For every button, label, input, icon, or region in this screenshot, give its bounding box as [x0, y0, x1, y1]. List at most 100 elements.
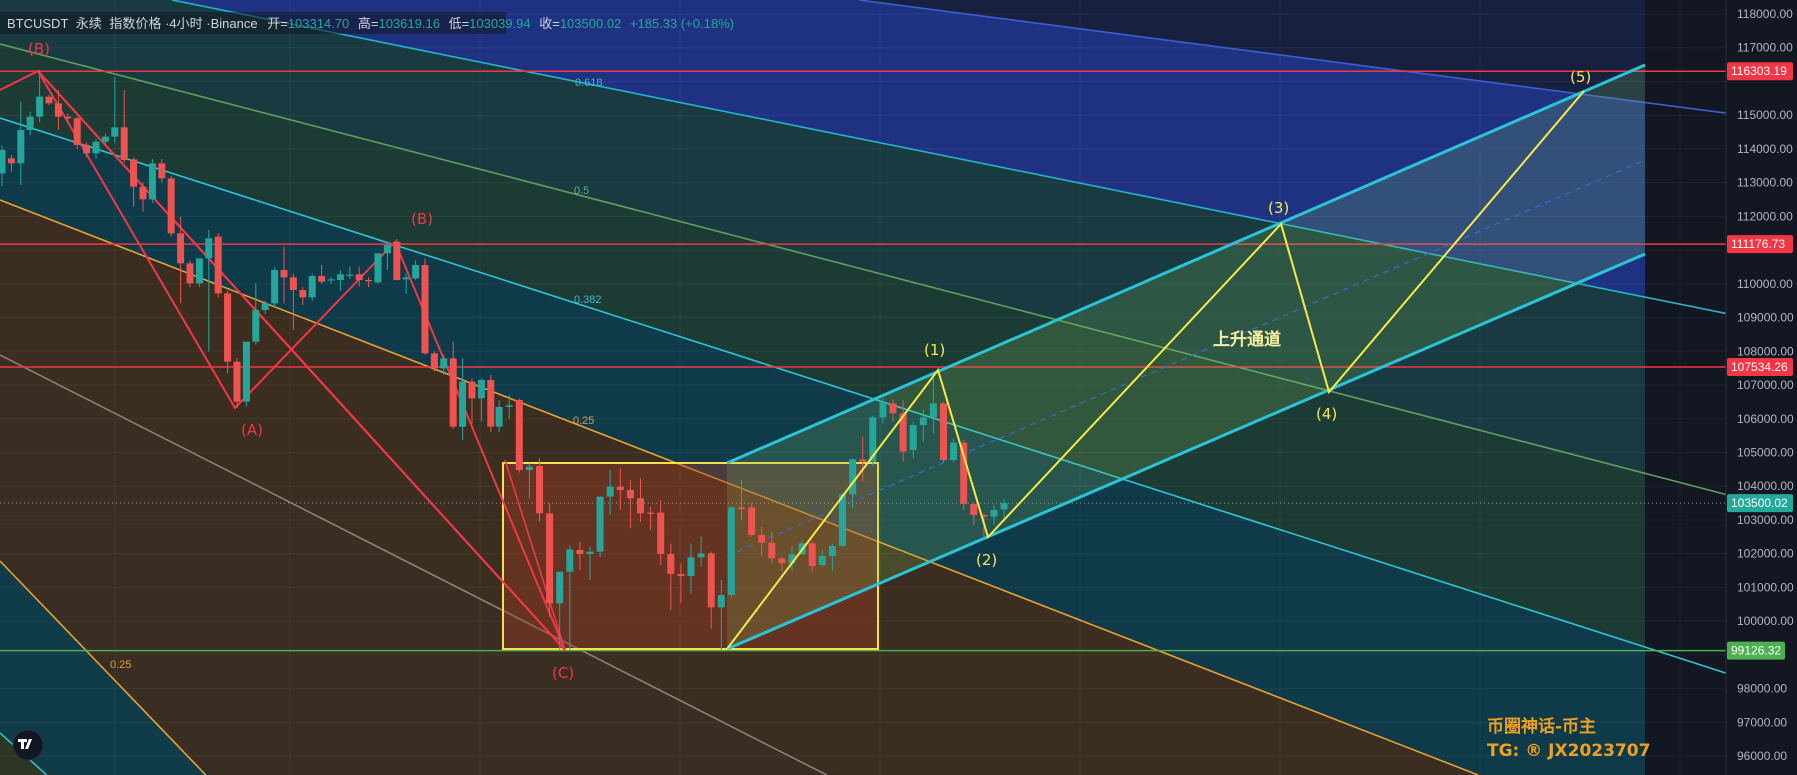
fib-channel-line — [171, 0, 1727, 315]
price-tick-label: 106000.00 — [1737, 412, 1794, 426]
candle — [487, 374, 495, 433]
candle-body — [768, 542, 776, 559]
wave-label-5: (5) — [1570, 68, 1591, 86]
open-label: 开= — [267, 16, 288, 31]
candle — [214, 233, 222, 298]
candle-body — [727, 507, 735, 595]
tradingview-logo[interactable] — [12, 729, 44, 761]
close-value: 103500.02 — [560, 16, 621, 31]
candle-body — [758, 534, 766, 543]
close-label: 收= — [539, 16, 560, 31]
price-tick-label: 110000.00 — [1737, 277, 1793, 291]
candle — [233, 358, 241, 408]
candle — [365, 277, 373, 288]
candle-body — [980, 514, 988, 517]
grid-lines — [0, 0, 1726, 775]
candles — [0, 69, 1008, 651]
candle — [393, 238, 401, 281]
candle — [828, 543, 836, 571]
fib-band — [0, 200, 1645, 775]
candle — [120, 89, 128, 163]
tv-logo-icon — [18, 739, 32, 749]
candle-body — [139, 186, 147, 200]
candle — [130, 157, 138, 207]
candle-body — [647, 512, 655, 514]
candle — [17, 101, 25, 186]
candle — [7, 154, 15, 172]
price-label-box — [1727, 235, 1793, 254]
channel-label: 上升通道 — [1213, 329, 1281, 350]
candle — [73, 116, 81, 149]
candle-body — [214, 236, 222, 294]
candle-body — [224, 293, 232, 362]
candle — [616, 468, 624, 510]
low-value: 103039.94 — [469, 16, 530, 31]
candle — [0, 145, 6, 187]
candle — [647, 506, 655, 531]
open-value: 103314.70 — [288, 16, 349, 31]
candle-body — [505, 405, 513, 407]
candle-body — [402, 277, 410, 280]
candle-body — [487, 380, 495, 427]
fib-channel-line — [0, 199, 1479, 775]
candle — [677, 563, 685, 604]
separator: · — [165, 16, 169, 31]
abc-trendline — [37, 70, 566, 651]
candle-body — [365, 279, 373, 282]
candle — [101, 133, 109, 146]
price-tick-label: 114000.00 — [1737, 142, 1793, 156]
candle-body — [468, 381, 476, 399]
candle — [459, 358, 467, 440]
candle-body — [606, 486, 614, 497]
candle — [788, 546, 796, 571]
price-tick-label: 107000.00 — [1737, 378, 1794, 392]
candle — [355, 266, 363, 287]
price-tick-label: 108000.00 — [1737, 344, 1794, 358]
candle-body — [271, 270, 279, 304]
candle — [717, 580, 725, 651]
candle — [83, 142, 91, 158]
candle-body — [1000, 503, 1008, 510]
candle — [839, 492, 846, 547]
candle — [195, 258, 203, 288]
candle — [768, 531, 776, 564]
candle-body — [869, 417, 877, 462]
candle-body — [92, 141, 100, 154]
low-label: 低= — [449, 16, 470, 31]
candle-body — [393, 241, 401, 280]
candle-body — [421, 264, 429, 354]
candle-body — [64, 116, 72, 119]
symbol-legend[interactable]: BTCUSDT 永续 指数价格 ·4小时 ·Binance 开=103314.7… — [7, 16, 734, 31]
candle-body — [788, 554, 796, 564]
price-axis-ticks: 96000.00 97000.00 98000.00 100000.00 101000.… — [1737, 7, 1794, 763]
candle — [477, 378, 485, 422]
candle-body — [586, 551, 594, 554]
candle — [205, 230, 213, 352]
candle-body — [616, 486, 624, 490]
candle-body — [449, 358, 457, 427]
candle-body — [355, 274, 363, 280]
candle-body — [677, 573, 685, 577]
watermark-line1: 币圈神话-币主 — [1487, 716, 1596, 737]
high-label: 高= — [358, 16, 379, 31]
candle-body — [687, 557, 695, 577]
candle-body — [459, 381, 467, 427]
price-tick-label: 118000.00 — [1737, 7, 1793, 21]
candle-body — [849, 459, 857, 495]
watermark-line2: TG: ® JX2023707 — [1487, 741, 1650, 761]
wave-label-2: (2) — [976, 551, 997, 569]
candle — [308, 273, 316, 301]
candle-body — [637, 498, 644, 514]
candle-body — [778, 558, 786, 564]
candle-body — [828, 545, 836, 557]
candle-body — [7, 158, 15, 164]
candle — [449, 341, 457, 429]
channel-lower-line — [726, 252, 1646, 651]
candle — [430, 351, 438, 372]
candle-body — [717, 594, 725, 608]
price-tick-label: 105000.00 — [1737, 445, 1794, 459]
candle-body — [261, 303, 269, 310]
candle-body — [440, 358, 448, 369]
candle — [626, 480, 634, 529]
